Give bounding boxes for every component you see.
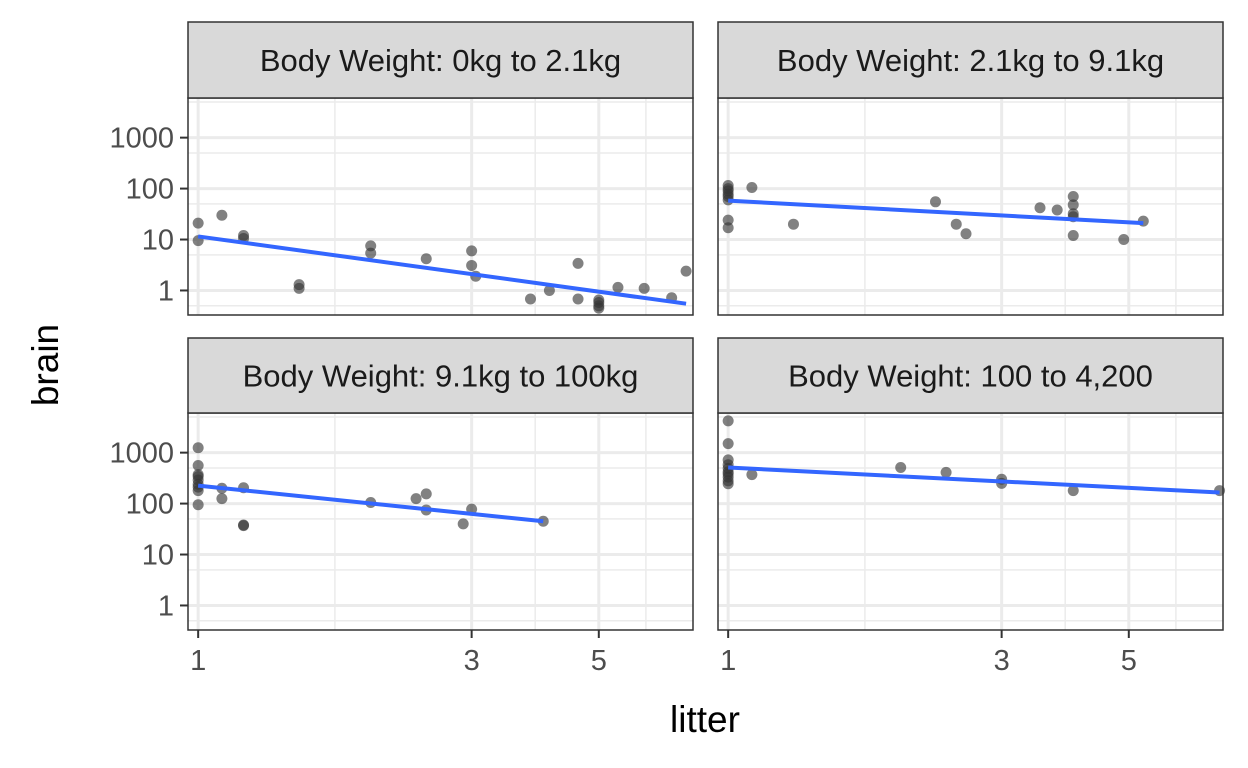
data-point bbox=[940, 466, 952, 478]
facet-strip-label: Body Weight: 2.1kg to 9.1kg bbox=[777, 43, 1164, 78]
fit-line bbox=[728, 465, 1220, 495]
panel-background bbox=[718, 98, 1223, 315]
data-point bbox=[410, 493, 422, 505]
facet-panels: Body Weight: 0kg to 2.1kg Body Weight: 2.… bbox=[187, 21, 1226, 631]
facet-strip-label: Body Weight: 100 to 4,200 bbox=[788, 359, 1153, 394]
fit-line bbox=[197, 234, 687, 306]
data-point bbox=[612, 281, 624, 293]
data-point bbox=[1067, 229, 1079, 241]
data-point bbox=[929, 196, 941, 208]
data-point bbox=[192, 459, 204, 471]
data-point bbox=[524, 293, 536, 305]
facet-strip-label: Body Weight: 0kg to 2.1kg bbox=[260, 43, 621, 78]
data-point bbox=[572, 257, 584, 269]
data-point bbox=[216, 209, 228, 221]
fit-line bbox=[728, 198, 1144, 226]
facet-strip-label: Body Weight: 9.1kg to 100kg bbox=[243, 359, 639, 394]
x-tick-label: 5 bbox=[591, 645, 607, 677]
facet-panel: Body Weight: 9.1kg to 100kg bbox=[187, 337, 694, 631]
data-point bbox=[365, 247, 377, 259]
y-axes: 1 10 100 1000 1 10 100 1000 bbox=[109, 123, 188, 622]
y-tick-label: 10 bbox=[142, 225, 174, 257]
data-point bbox=[1067, 199, 1079, 211]
y-tick-label: 100 bbox=[126, 174, 174, 206]
data-point bbox=[950, 218, 962, 230]
data-point bbox=[680, 265, 692, 277]
data-point bbox=[1051, 204, 1063, 216]
data-point bbox=[1118, 234, 1130, 246]
facet-strip bbox=[717, 21, 1224, 99]
data-point bbox=[293, 282, 305, 294]
facet-strip bbox=[717, 337, 1224, 414]
data-point bbox=[420, 488, 432, 500]
x-tick-label: 1 bbox=[190, 645, 206, 677]
data-point bbox=[746, 469, 758, 481]
data-point bbox=[787, 218, 799, 230]
y-tick-label: 1000 bbox=[109, 123, 174, 155]
data-point bbox=[722, 415, 734, 427]
x-tick-label: 3 bbox=[994, 645, 1010, 677]
facet-panel: Body Weight: 2.1kg to 9.1kg bbox=[717, 21, 1224, 316]
y-tick-label: 10 bbox=[142, 540, 174, 572]
y-tick-label: 100 bbox=[126, 489, 174, 521]
data-point bbox=[638, 282, 650, 294]
x-axes: 1 3 5 1 3 5 bbox=[190, 630, 1137, 677]
x-axis-title: litter bbox=[670, 699, 740, 740]
data-point bbox=[192, 499, 204, 511]
data-point bbox=[722, 438, 734, 450]
facet-panel: Body Weight: 0kg to 2.1kg bbox=[187, 21, 694, 316]
facet-strip bbox=[187, 21, 694, 99]
data-point bbox=[216, 493, 228, 505]
data-point bbox=[593, 302, 605, 314]
panel-background bbox=[188, 98, 693, 315]
data-point bbox=[722, 222, 734, 234]
y-axis-title: brain bbox=[25, 324, 66, 406]
data-point bbox=[572, 293, 584, 305]
data-point bbox=[722, 478, 734, 490]
x-tick-label: 5 bbox=[1121, 645, 1137, 677]
panel-background bbox=[188, 413, 693, 630]
data-point bbox=[960, 228, 972, 240]
facet-strip bbox=[187, 337, 694, 414]
data-point bbox=[722, 214, 734, 226]
fit-line bbox=[197, 483, 544, 524]
data-point bbox=[457, 518, 469, 530]
data-point bbox=[1067, 485, 1079, 497]
data-point bbox=[238, 520, 250, 532]
x-tick-label: 1 bbox=[720, 645, 736, 677]
y-tick-label: 1000 bbox=[109, 438, 174, 470]
y-tick-label: 1 bbox=[158, 275, 174, 307]
data-point bbox=[746, 182, 758, 194]
facet-panel: Body Weight: 100 to 4,200 bbox=[717, 337, 1226, 631]
data-point bbox=[1034, 202, 1046, 214]
data-point bbox=[895, 462, 907, 474]
data-point bbox=[466, 245, 478, 257]
data-point bbox=[192, 217, 204, 229]
x-tick-label: 3 bbox=[464, 645, 480, 677]
data-point bbox=[192, 442, 204, 454]
data-point bbox=[1067, 190, 1079, 202]
panel-background bbox=[718, 413, 1223, 630]
data-point bbox=[543, 284, 555, 296]
y-tick-label: 1 bbox=[158, 590, 174, 622]
data-point bbox=[420, 253, 432, 265]
data-point bbox=[466, 259, 478, 271]
